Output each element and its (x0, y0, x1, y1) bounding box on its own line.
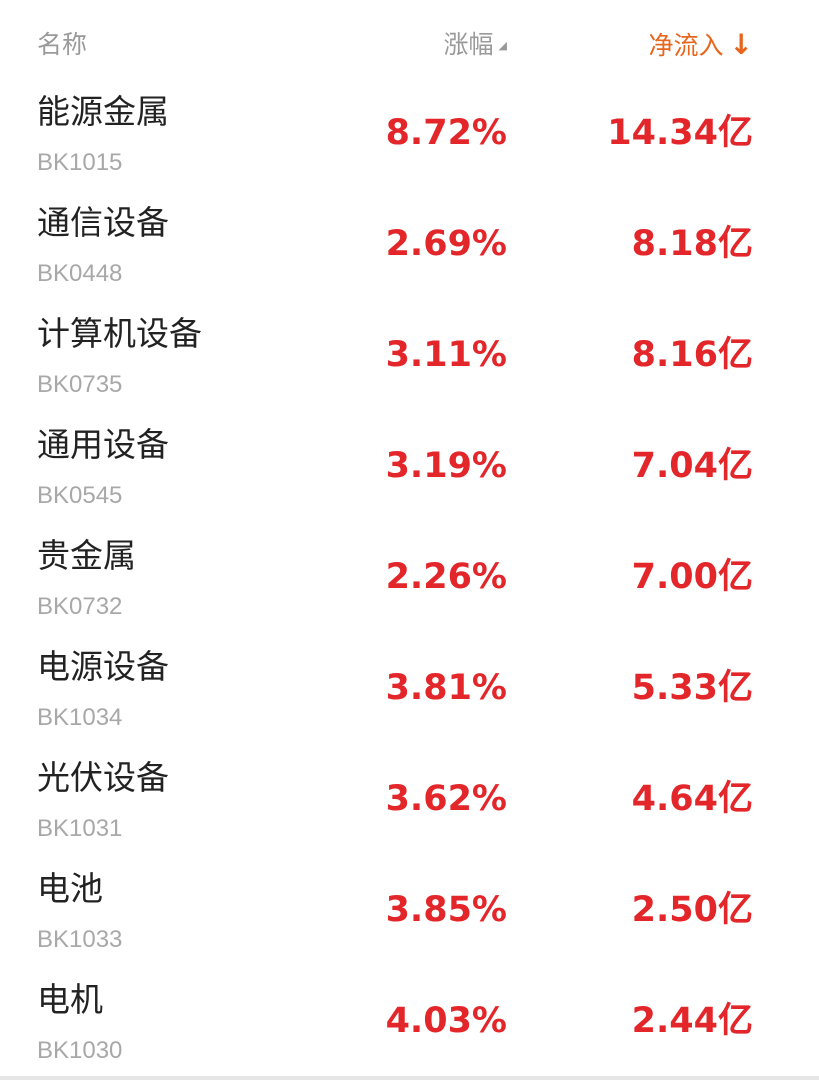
net-inflow: 5.33亿 (631, 668, 753, 708)
table-row[interactable]: 光伏设备 BK1031 3.62% 4.64亿 (0, 746, 819, 857)
sector-code: BK0732 (37, 593, 123, 620)
net-inflow: 14.34亿 (607, 113, 753, 153)
table-row[interactable]: 贵金属 BK0732 2.26% 7.00亿 (0, 524, 819, 635)
change-percent: 3.19% (385, 446, 507, 486)
sector-name: 计算机设备 (37, 314, 202, 353)
net-inflow: 4.64亿 (631, 779, 753, 819)
change-percent: 8.72% (385, 113, 507, 153)
triangle-sort-icon: ◢ (498, 39, 507, 52)
sector-name: 电机 (37, 980, 103, 1019)
sector-code: BK1031 (37, 815, 123, 842)
sector-name: 通用设备 (37, 425, 169, 464)
column-header-change-label: 涨幅 (443, 30, 494, 59)
sector-name: 能源金属 (37, 92, 169, 131)
change-percent: 2.69% (385, 224, 507, 264)
column-header-net-inflow-label: 净流入 (648, 31, 724, 60)
change-percent: 3.81% (385, 668, 507, 708)
sector-name: 电池 (37, 869, 103, 908)
net-inflow: 7.00亿 (631, 557, 753, 597)
sector-code: BK1030 (37, 1037, 123, 1064)
table-row[interactable]: 电源设备 BK1034 3.81% 5.33亿 (0, 635, 819, 746)
table-row[interactable]: 计算机设备 BK0735 3.11% 8.16亿 (0, 302, 819, 413)
sector-code: BK1015 (37, 149, 123, 176)
net-inflow: 2.50亿 (631, 890, 753, 930)
sector-code: BK1033 (37, 926, 123, 953)
sector-name: 通信设备 (37, 203, 169, 242)
divider (0, 1076, 819, 1080)
net-inflow: 7.04亿 (631, 446, 753, 486)
table-row[interactable]: 能源金属 BK1015 8.72% 14.34亿 (0, 80, 819, 191)
sector-code: BK0545 (37, 482, 123, 509)
arrow-down-icon: ↓ (729, 28, 753, 61)
sector-code: BK0735 (37, 371, 123, 398)
change-percent: 2.26% (385, 557, 507, 597)
sector-name: 贵金属 (37, 536, 136, 575)
sector-code: BK0448 (37, 260, 123, 287)
net-inflow: 8.16亿 (631, 335, 753, 375)
sector-name: 电源设备 (37, 647, 169, 686)
table-row[interactable]: 通信设备 BK0448 2.69% 8.18亿 (0, 191, 819, 302)
table-row[interactable]: 通用设备 BK0545 3.19% 7.04亿 (0, 413, 819, 524)
net-inflow: 2.44亿 (631, 1001, 753, 1041)
table-row[interactable]: 电机 BK1030 4.03% 2.44亿 (0, 968, 819, 1079)
column-header-name: 名称 (37, 30, 88, 59)
change-percent: 3.85% (385, 890, 507, 930)
change-percent: 4.03% (385, 1001, 507, 1041)
sector-name: 光伏设备 (37, 758, 169, 797)
column-header-net-inflow[interactable]: 净流入 ↓ (649, 26, 753, 65)
table-row[interactable]: 电池 BK1033 3.85% 2.50亿 (0, 857, 819, 968)
column-header-change[interactable]: 涨幅 ◢ (444, 26, 507, 65)
change-percent: 3.62% (385, 779, 507, 819)
sector-code: BK1034 (37, 704, 123, 731)
change-percent: 3.11% (385, 335, 507, 375)
net-inflow: 8.18亿 (631, 224, 753, 264)
